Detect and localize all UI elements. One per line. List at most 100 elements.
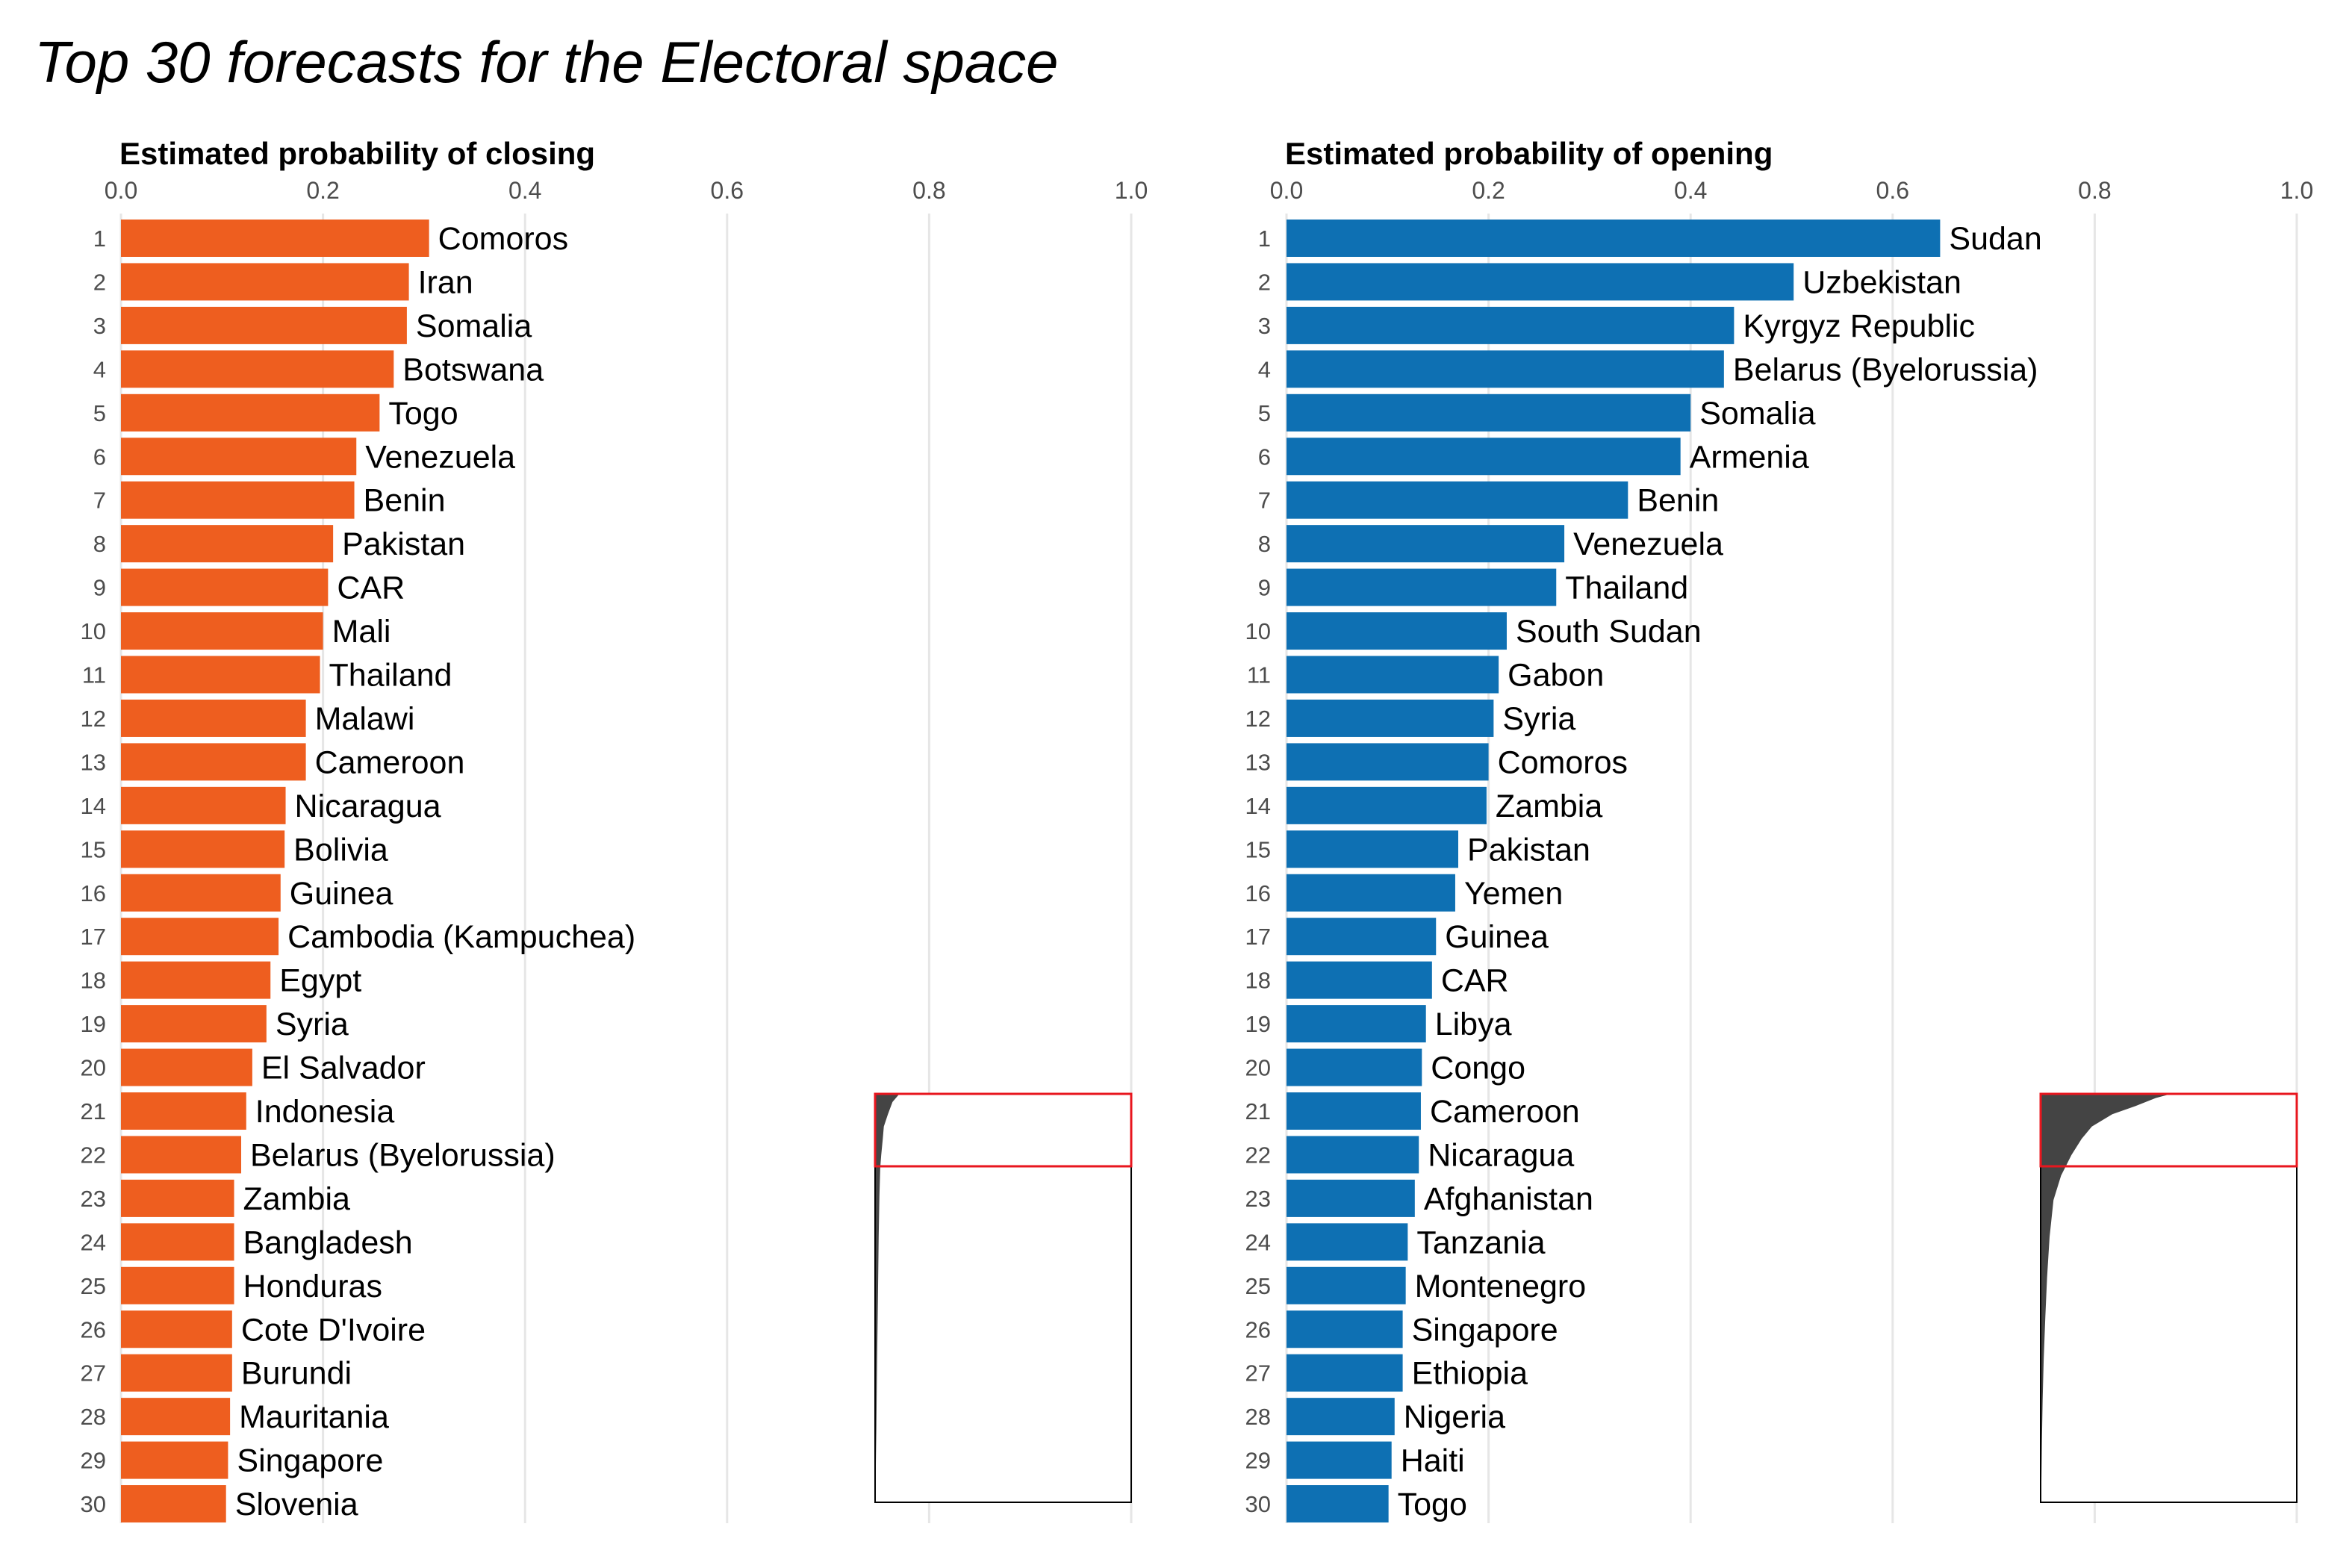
bar xyxy=(1287,1223,1408,1261)
bar xyxy=(1287,1310,1403,1348)
rank-label: 23 xyxy=(81,1186,106,1212)
rank-label: 11 xyxy=(1247,662,1271,688)
rank-label: 21 xyxy=(81,1098,106,1124)
bar xyxy=(121,1005,267,1043)
rank-label: 17 xyxy=(1245,924,1271,950)
bar xyxy=(121,699,306,737)
bar xyxy=(1287,1354,1403,1392)
bar xyxy=(1287,1048,1422,1086)
rank-label: 29 xyxy=(81,1448,106,1474)
rank-label: 24 xyxy=(81,1229,106,1255)
rank-label: 12 xyxy=(81,706,106,732)
panel-title-opening: Estimated probability of opening xyxy=(1285,136,1773,171)
category-label: Belarus (Byelorussia) xyxy=(250,1137,556,1173)
bar xyxy=(121,961,271,999)
panel-title-closing: Estimated probability of closing xyxy=(119,136,595,171)
rank-label: 7 xyxy=(1258,488,1271,514)
rank-label: 13 xyxy=(1245,749,1271,775)
category-label: Uzbekistan xyxy=(1802,264,1961,300)
bar xyxy=(121,1092,246,1130)
category-label: Singapore xyxy=(1412,1312,1558,1348)
bar xyxy=(121,1266,234,1304)
rank-label: 13 xyxy=(81,749,106,775)
category-label: Zambia xyxy=(1496,788,1602,824)
panel-opening: Estimated probability of opening 0.0 0.2 0.… xyxy=(1245,136,2313,1523)
x-tick-label: 1.0 xyxy=(1115,177,1148,204)
rank-label: 19 xyxy=(1245,1011,1271,1037)
rank-label: 2 xyxy=(1258,269,1271,295)
category-label: Yemen xyxy=(1464,876,1563,912)
bar xyxy=(121,220,429,257)
category-label: Togo xyxy=(388,396,458,432)
rank-label: 15 xyxy=(1245,836,1271,862)
category-label: Nicaragua xyxy=(1428,1137,1574,1173)
category-label: Botswana xyxy=(402,352,544,388)
category-label: Benin xyxy=(1637,483,1719,519)
bar xyxy=(1287,393,1691,432)
bar xyxy=(121,525,334,563)
bar xyxy=(1287,568,1557,606)
category-label: Haiti xyxy=(1401,1443,1465,1479)
rank-label: 20 xyxy=(81,1055,106,1081)
rank-label: 5 xyxy=(93,400,106,426)
category-label: Singapore xyxy=(237,1443,383,1479)
rank-label: 3 xyxy=(1258,313,1271,339)
x-tick-label: 1.0 xyxy=(2280,177,2313,204)
bar xyxy=(1287,1179,1415,1217)
rank-label: 16 xyxy=(1245,880,1271,906)
x-tick-label: 0.6 xyxy=(1876,177,1909,204)
rank-label: 27 xyxy=(1245,1360,1271,1387)
category-label: Congo xyxy=(1431,1051,1525,1086)
rank-label: 20 xyxy=(1245,1055,1271,1081)
category-label: Mauritania xyxy=(239,1399,389,1435)
category-label: Mali xyxy=(332,614,391,650)
rank-label: 18 xyxy=(81,968,106,994)
bar xyxy=(1287,438,1681,476)
page-title: Top 30 forecasts for the Electoral space xyxy=(34,29,1059,95)
bar xyxy=(121,612,323,650)
rank-label: 24 xyxy=(1245,1229,1271,1255)
inset-top30-highlight xyxy=(874,1092,1133,1168)
inset-frame xyxy=(2040,1093,2297,1503)
category-label: Ethiopia xyxy=(1412,1356,1528,1392)
bar xyxy=(1287,306,1735,344)
bar xyxy=(121,830,285,868)
rank-label: 28 xyxy=(81,1404,106,1430)
rank-label: 8 xyxy=(1258,531,1271,557)
rank-label: 6 xyxy=(1258,444,1271,470)
rank-label: 26 xyxy=(81,1316,106,1343)
rank-label: 5 xyxy=(1258,400,1271,426)
category-label: Belarus (Byelorussia) xyxy=(1733,352,2038,388)
x-tick-label: 0.8 xyxy=(912,177,945,204)
bar xyxy=(121,393,380,432)
rank-label: 6 xyxy=(93,444,106,470)
category-label: Cameroon xyxy=(1430,1094,1580,1130)
bar xyxy=(121,918,279,956)
bar xyxy=(1287,830,1459,868)
rank-label: 7 xyxy=(93,488,106,514)
rank-label: 23 xyxy=(1245,1186,1271,1212)
rank-label: 22 xyxy=(81,1142,106,1168)
rank-label: 2 xyxy=(93,269,106,295)
category-label: Guinea xyxy=(1445,919,1549,955)
category-label: El Salvador xyxy=(261,1051,426,1086)
rank-label: 18 xyxy=(1245,968,1271,994)
bar xyxy=(121,1485,226,1523)
category-label: Nigeria xyxy=(1404,1399,1505,1435)
rank-label: 1 xyxy=(1258,225,1271,252)
bar xyxy=(121,1179,234,1217)
bar xyxy=(121,874,281,912)
category-label: Bangladesh xyxy=(243,1225,413,1260)
category-label: Benin xyxy=(364,483,446,519)
inset-distribution xyxy=(2041,1094,2171,1502)
category-label: South Sudan xyxy=(1516,614,1702,650)
bar xyxy=(1287,1005,1426,1043)
rank-label: 19 xyxy=(81,1011,106,1037)
category-label: Malawi xyxy=(315,701,415,737)
x-tick-label: 0.0 xyxy=(105,177,137,204)
rank-label: 9 xyxy=(93,575,106,601)
rank-label: 26 xyxy=(1245,1316,1271,1343)
category-label: Libya xyxy=(1435,1007,1512,1042)
bar xyxy=(121,568,329,606)
